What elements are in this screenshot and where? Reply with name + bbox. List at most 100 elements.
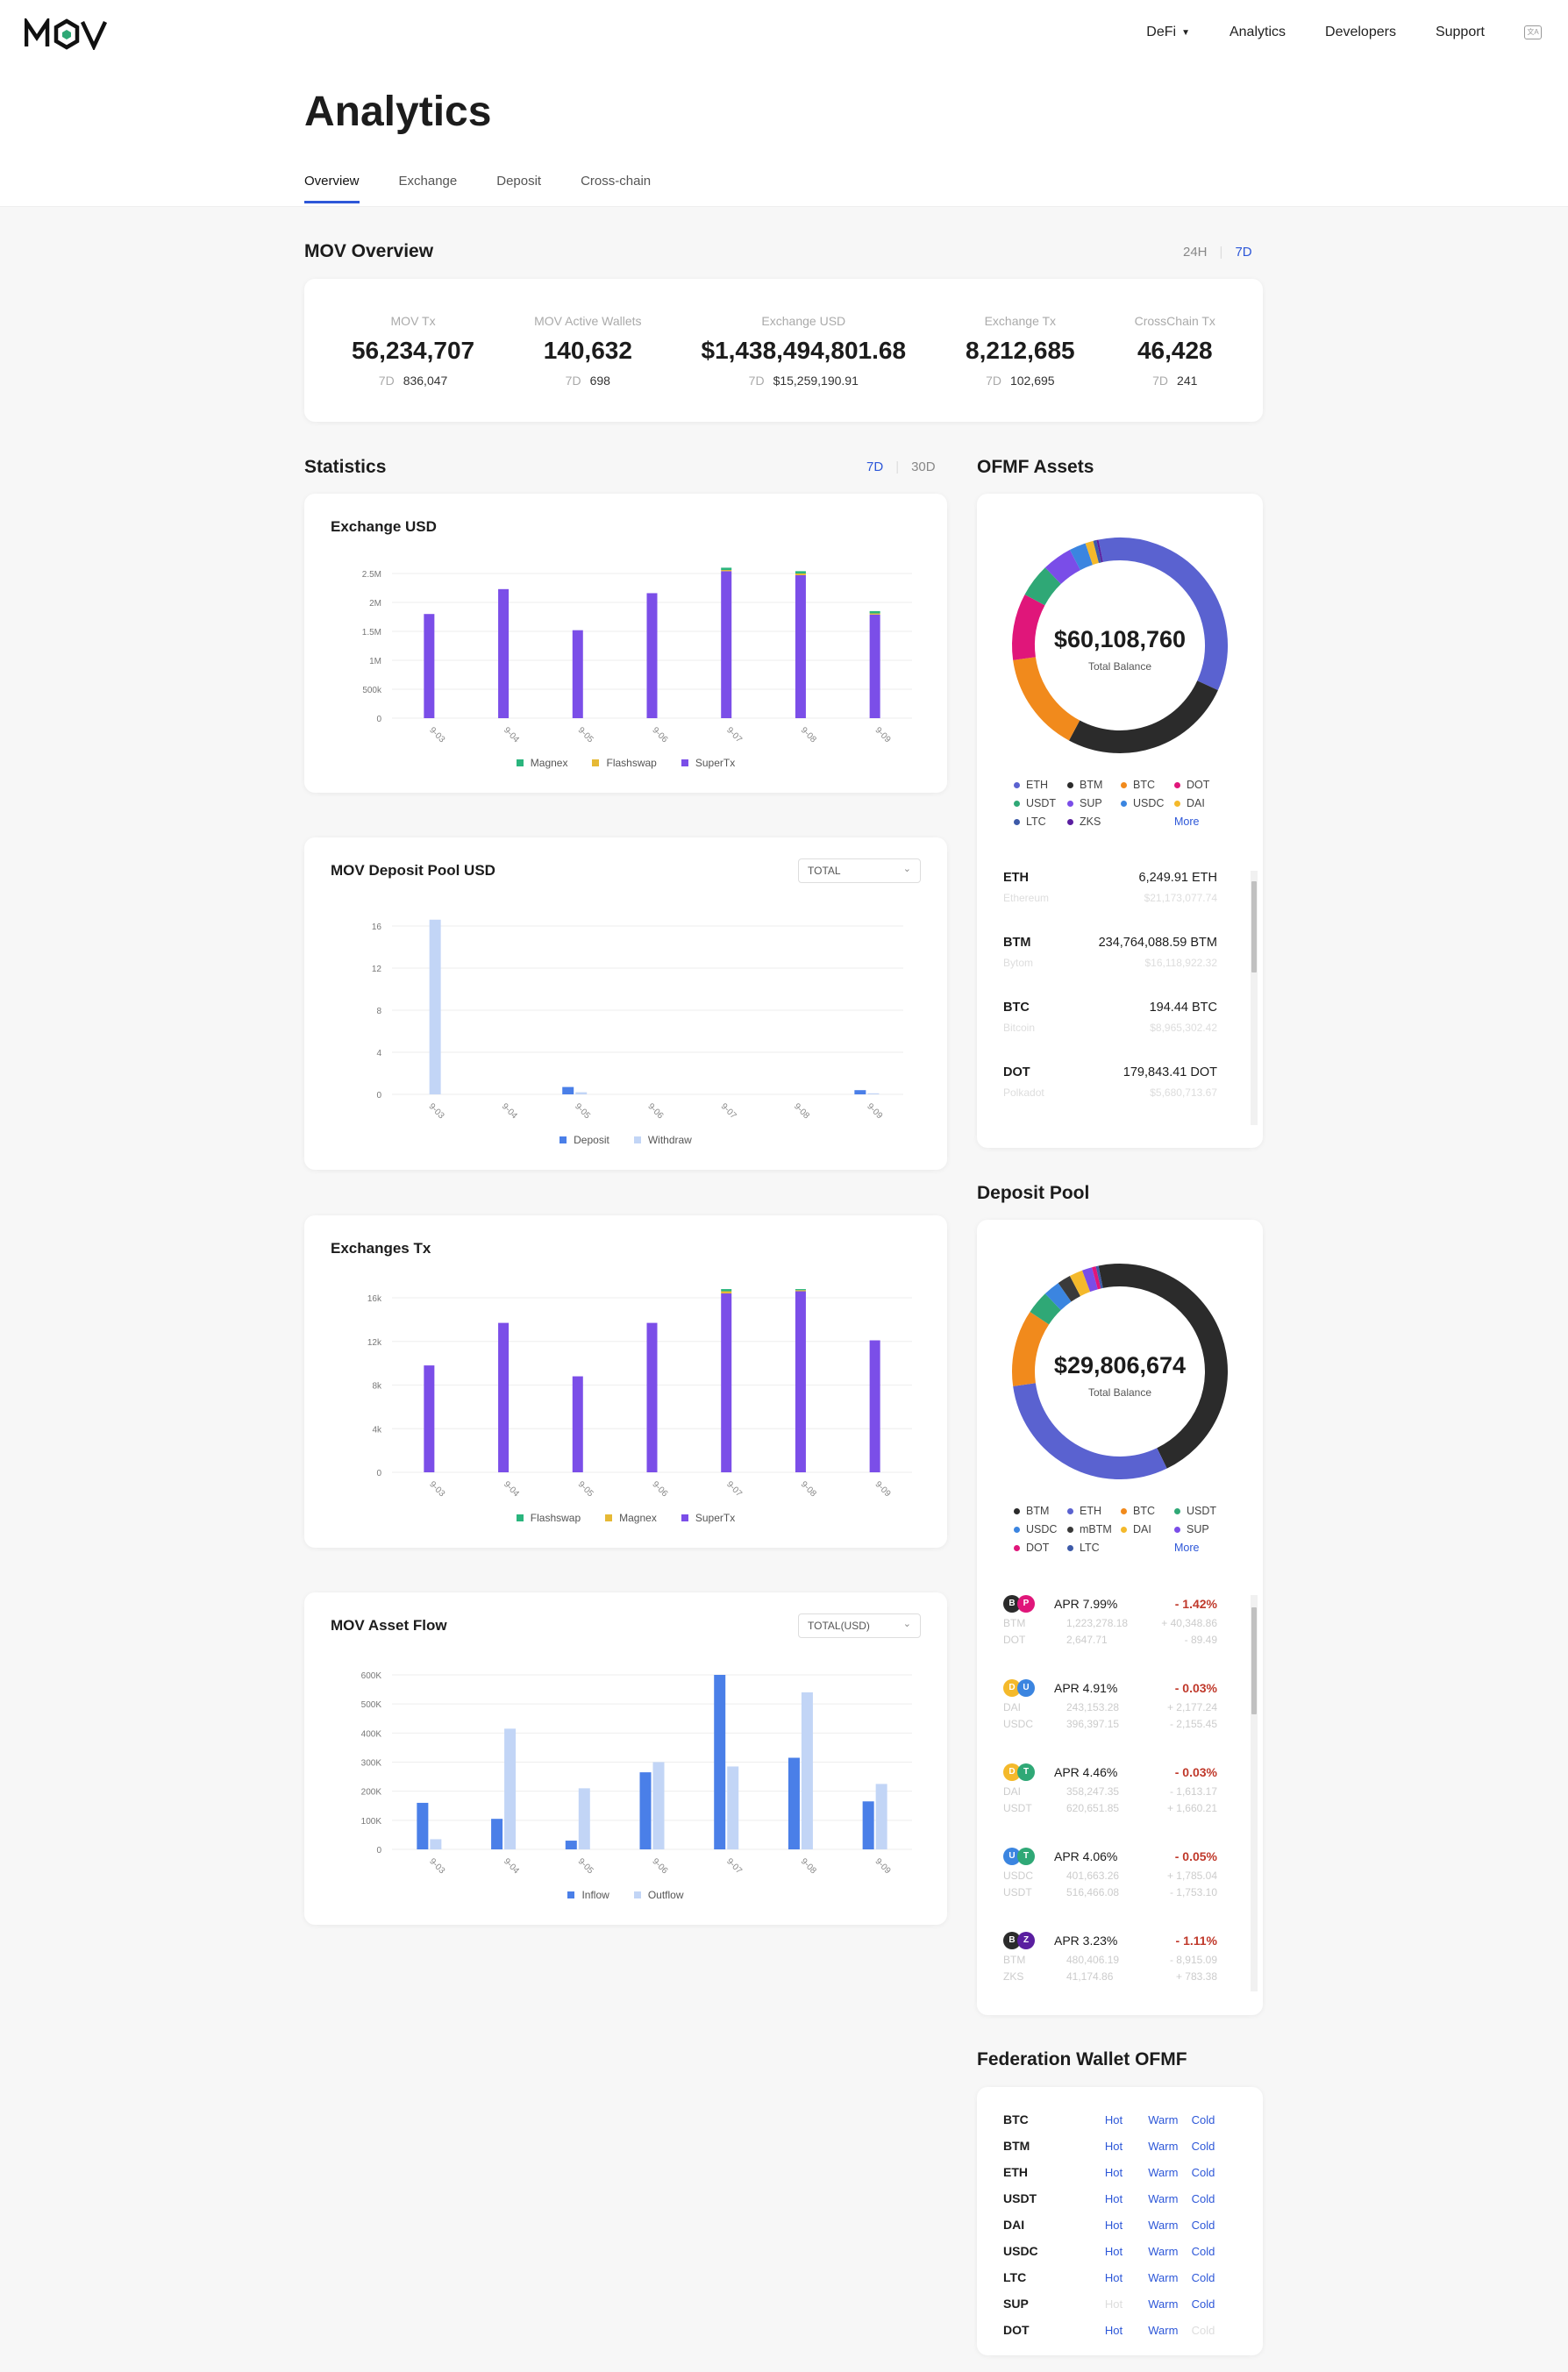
legend-item[interactable]: DOT xyxy=(1174,779,1228,791)
bar-supertx[interactable] xyxy=(424,614,435,718)
slice-dai[interactable] xyxy=(1085,540,1100,566)
bar-flashswap[interactable] xyxy=(795,1289,806,1291)
slice-dot[interactable] xyxy=(1092,1266,1101,1290)
asset-row[interactable]: BTC Bitcoin 194.44 BTC $8,965,302.42 xyxy=(1003,1001,1217,1034)
bar-supertx[interactable] xyxy=(424,1365,435,1472)
total-usd-select[interactable]: TOTAL(USD) ⌄ xyxy=(798,1613,921,1638)
bar-magnex[interactable] xyxy=(795,1290,806,1292)
asset-row[interactable]: DOT Polkadot 179,843.41 DOT $5,680,713.67 xyxy=(1003,1065,1217,1099)
warm-link[interactable]: Warm xyxy=(1148,2297,1179,2311)
hot-link[interactable]: Hot xyxy=(1104,2244,1123,2258)
bar-inflow[interactable] xyxy=(862,1801,874,1849)
pool-item[interactable]: U T APR 4.06% - 0.05% USDC 401,663.26 + 1,785.… xyxy=(1003,1848,1217,1932)
bar-supertx[interactable] xyxy=(721,571,732,718)
bar-inflow[interactable] xyxy=(714,1675,726,1849)
legend-item[interactable]: USDC xyxy=(1014,1523,1067,1535)
legend-item[interactable]: LTC xyxy=(1067,1542,1121,1554)
legend-item[interactable]: USDT xyxy=(1014,797,1067,809)
bar-deposit[interactable] xyxy=(562,1086,574,1094)
bar-inflow[interactable] xyxy=(788,1757,800,1849)
legend-item[interactable]: BTC xyxy=(1121,1505,1174,1517)
bar-supertx[interactable] xyxy=(646,1322,658,1472)
legend-item[interactable]: BTM xyxy=(1014,1505,1067,1517)
bar-withdraw[interactable] xyxy=(429,919,441,1094)
legend-item[interactable]: Withdraw xyxy=(633,1134,692,1146)
asset-list-scrollbar[interactable] xyxy=(1251,871,1258,1125)
more-link[interactable]: More xyxy=(1174,816,1200,828)
legend-item[interactable]: Flashswap xyxy=(592,757,657,769)
legend-item[interactable]: LTC xyxy=(1014,816,1067,828)
mov-logo[interactable] xyxy=(25,16,109,53)
legend-item[interactable]: USDT xyxy=(1174,1505,1228,1517)
tab-deposit[interactable]: Deposit xyxy=(496,174,542,189)
bar-supertx[interactable] xyxy=(572,1376,583,1472)
bar-outflow[interactable] xyxy=(578,1788,590,1849)
warm-link[interactable]: Warm xyxy=(1148,2139,1179,2153)
slice-sup[interactable] xyxy=(1082,1267,1098,1293)
legend-item[interactable]: DOT xyxy=(1014,1542,1067,1554)
legend-item[interactable]: SuperTx xyxy=(681,1512,735,1524)
range-30d[interactable]: 30D xyxy=(911,459,936,474)
warm-link[interactable]: Warm xyxy=(1148,2218,1179,2232)
scroll-thumb[interactable] xyxy=(1251,881,1257,972)
cold-link[interactable]: Cold xyxy=(1191,2191,1215,2205)
slice-eth[interactable] xyxy=(1013,1382,1167,1479)
legend-item[interactable]: ETH xyxy=(1067,1505,1121,1517)
legend-item[interactable]: Magnex xyxy=(516,757,567,769)
warm-link[interactable]: Warm xyxy=(1148,2323,1179,2337)
tab-cross-chain[interactable]: Cross-chain xyxy=(581,174,652,189)
pool-list-scrollbar[interactable] xyxy=(1251,1595,1258,1991)
bar-inflow[interactable] xyxy=(417,1802,429,1849)
legend-item[interactable]: ZKS xyxy=(1067,816,1121,828)
hot-link[interactable]: Hot xyxy=(1104,2323,1123,2337)
pool-item[interactable]: B Z APR 3.23% - 1.11% BTM 480,406.19 - 8,915.0… xyxy=(1003,1932,1217,1983)
slice-sup[interactable] xyxy=(1044,550,1081,585)
nav-analytics[interactable]: Analytics xyxy=(1229,25,1286,39)
slice-mbtm[interactable] xyxy=(1058,1276,1081,1302)
bar-magnex[interactable] xyxy=(721,1291,732,1294)
bar-inflow[interactable] xyxy=(565,1841,577,1849)
legend-item[interactable]: mBTM xyxy=(1067,1523,1121,1535)
bar-magnex[interactable] xyxy=(795,571,806,573)
legend-item[interactable]: Flashswap xyxy=(516,1512,581,1524)
bar-outflow[interactable] xyxy=(875,1784,887,1849)
slice-usdc[interactable] xyxy=(1044,1283,1072,1311)
legend-item[interactable]: Magnex xyxy=(605,1512,657,1524)
nav-defi[interactable]: DeFi ▼ xyxy=(1146,25,1190,40)
bar-withdraw[interactable] xyxy=(867,1093,880,1094)
legend-item[interactable]: Deposit xyxy=(559,1134,609,1146)
bar-supertx[interactable] xyxy=(498,588,510,718)
hot-link[interactable]: Hot xyxy=(1104,2165,1123,2179)
legend-item[interactable]: BTC xyxy=(1121,779,1174,791)
bar-supertx[interactable] xyxy=(721,1293,732,1472)
slice-btc[interactable] xyxy=(1012,1312,1050,1386)
bar-supertx[interactable] xyxy=(646,593,658,718)
slice-usdt[interactable] xyxy=(1024,567,1062,606)
hot-link[interactable]: Hot xyxy=(1104,2139,1123,2153)
legend-item[interactable]: Inflow xyxy=(567,1889,609,1901)
range-7d[interactable]: 7D xyxy=(1235,245,1252,260)
language-icon[interactable]: 文A xyxy=(1524,25,1542,39)
range-24h[interactable]: 24H xyxy=(1183,245,1208,260)
more-link[interactable]: More xyxy=(1174,1542,1200,1554)
bar-supertx[interactable] xyxy=(498,1322,510,1472)
bar-outflow[interactable] xyxy=(652,1762,665,1850)
slice-btm[interactable] xyxy=(1068,680,1218,753)
legend-item[interactable]: DAI xyxy=(1121,1523,1174,1535)
legend-item[interactable]: SUP xyxy=(1174,1523,1228,1535)
bar-outflow[interactable] xyxy=(430,1839,442,1849)
pool-item[interactable]: D T APR 4.46% - 0.03% DAI 358,247.35 - 1,613.1… xyxy=(1003,1763,1217,1848)
bar-supertx[interactable] xyxy=(869,614,880,718)
asset-row[interactable]: ETH Ethereum 6,249.91 ETH $21,173,077.74 xyxy=(1003,871,1217,904)
hot-link[interactable]: Hot xyxy=(1104,2191,1123,2205)
legend-item[interactable]: Outflow xyxy=(633,1889,684,1901)
slice-btm[interactable] xyxy=(1098,1264,1228,1469)
bar-supertx[interactable] xyxy=(869,1340,880,1472)
bar-outflow[interactable] xyxy=(504,1728,517,1849)
cold-link[interactable]: Cold xyxy=(1191,2244,1215,2258)
bar-supertx[interactable] xyxy=(795,574,806,718)
warm-link[interactable]: Warm xyxy=(1148,2191,1179,2205)
slice-dai[interactable] xyxy=(1069,1270,1091,1297)
bar-magnex[interactable] xyxy=(721,567,732,571)
hot-link[interactable]: Hot xyxy=(1104,2218,1123,2232)
